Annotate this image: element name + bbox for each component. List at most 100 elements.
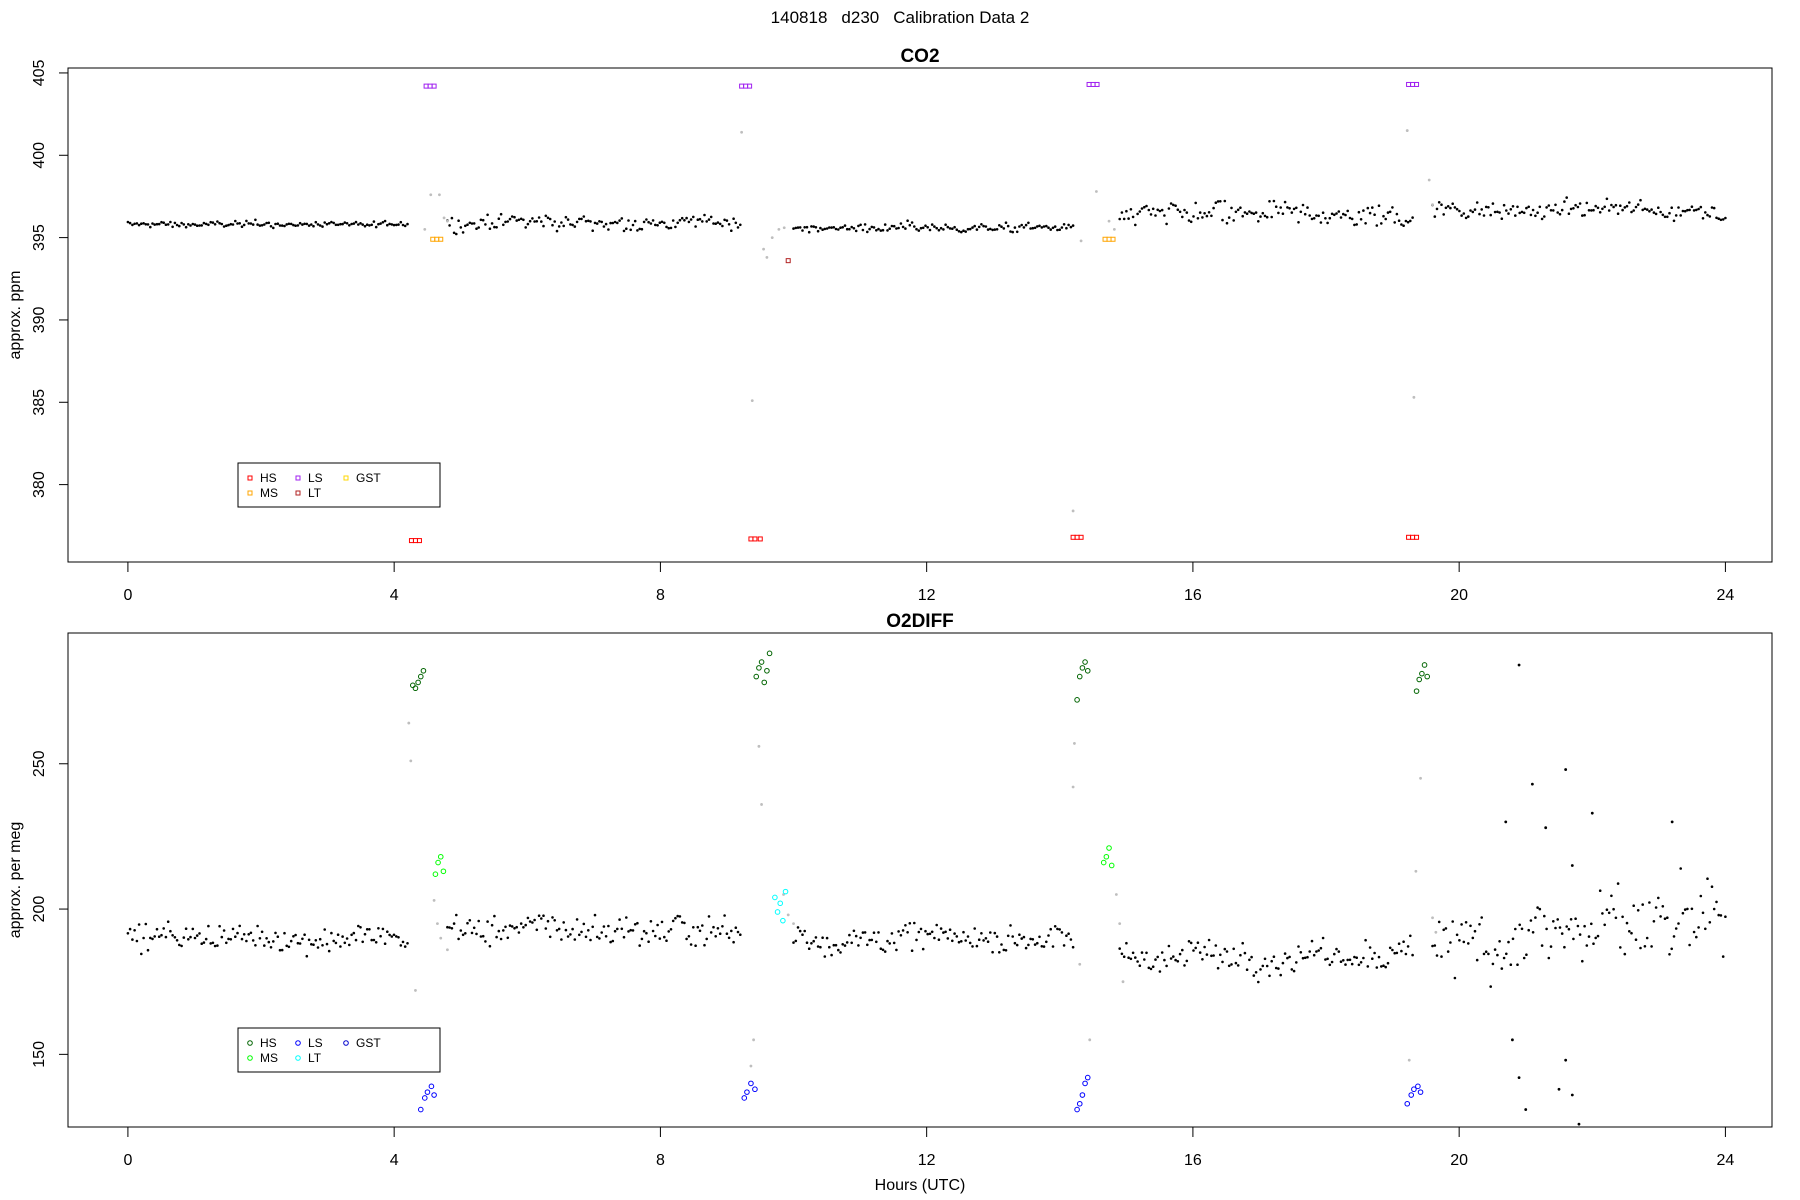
ambient-point xyxy=(1346,209,1349,213)
ambient-point xyxy=(149,936,152,940)
ambient-point xyxy=(557,927,561,931)
ambient-point xyxy=(312,224,315,228)
ambient-point xyxy=(1565,925,1568,928)
ambient-point xyxy=(957,230,961,233)
ambient-point xyxy=(1545,206,1548,209)
ambient-point xyxy=(256,924,259,928)
ambient-point xyxy=(365,928,369,931)
ambient-point xyxy=(1225,221,1229,225)
x-tick-label: 20 xyxy=(1450,587,1468,604)
ambient-point xyxy=(1518,211,1521,215)
legend-label-ls: LS xyxy=(308,1036,323,1050)
flagged-points xyxy=(407,721,1438,1068)
ambient-point xyxy=(794,939,798,943)
ambient-point xyxy=(1038,935,1041,939)
ambient-point xyxy=(982,224,985,228)
ambient-point xyxy=(1192,949,1195,952)
ambient-point xyxy=(1695,935,1698,939)
ambient-point xyxy=(1056,228,1059,232)
ambient-point xyxy=(222,225,226,228)
ambient-point xyxy=(1458,209,1461,213)
legend-marker-lt xyxy=(295,1055,301,1061)
ambient-point xyxy=(1442,928,1445,932)
legend-marker-lt xyxy=(295,490,301,496)
ambient-point xyxy=(924,224,927,227)
ambient-point xyxy=(265,937,268,940)
ambient-point xyxy=(211,941,215,945)
ambient-point xyxy=(1143,958,1146,961)
ambient-point xyxy=(1027,221,1030,225)
ambient-point xyxy=(323,221,327,224)
ambient-point xyxy=(1516,205,1519,209)
ambient-point xyxy=(1514,927,1517,931)
ambient-point xyxy=(1400,949,1403,953)
ambient-point xyxy=(1679,214,1682,217)
ambient-point xyxy=(1695,208,1698,212)
ambient-point xyxy=(660,920,664,924)
ambient-point xyxy=(1498,940,1501,943)
ambient-point xyxy=(696,218,700,221)
ambient-point xyxy=(1478,212,1481,216)
ambient-point xyxy=(607,924,610,928)
ambient-point xyxy=(1192,215,1195,218)
legend-marker-gst xyxy=(343,475,349,481)
ambient-point xyxy=(1263,214,1267,218)
ambient-point xyxy=(1581,214,1584,217)
ambient-point xyxy=(1134,956,1137,959)
ambient-point xyxy=(1201,216,1204,219)
ambient-point xyxy=(870,938,874,942)
ambient-point xyxy=(137,223,141,227)
point-hs xyxy=(1076,673,1083,680)
ambient-point xyxy=(1498,211,1501,214)
ambient-point xyxy=(1701,911,1705,915)
ambient-point xyxy=(1279,973,1282,977)
ambient-point xyxy=(1306,955,1309,959)
ambient-point xyxy=(718,932,722,935)
ambient-point xyxy=(575,220,579,224)
ambient-point xyxy=(515,219,518,222)
flagged-point xyxy=(1112,227,1116,231)
ambient-point xyxy=(734,221,738,225)
ambient-point xyxy=(289,939,293,943)
ambient-point xyxy=(1543,914,1546,918)
ambient-point xyxy=(966,227,970,231)
ambient-point xyxy=(656,923,659,927)
ambient-point xyxy=(269,225,273,228)
ambient-point xyxy=(1176,208,1180,211)
ambient-point xyxy=(636,229,639,232)
ambient-point xyxy=(906,219,909,222)
ambient-point xyxy=(341,935,344,938)
ambient-point xyxy=(1214,944,1218,947)
ambient-point xyxy=(386,223,389,227)
ambient-point xyxy=(839,951,842,954)
ambient-point xyxy=(1167,944,1171,948)
ambient-point xyxy=(819,945,822,949)
ambient-point xyxy=(193,223,197,226)
ambient-point xyxy=(727,936,731,940)
ambient-point xyxy=(1272,199,1276,203)
ambient-point xyxy=(1319,221,1323,224)
ambient-point xyxy=(1616,212,1620,215)
point-hs xyxy=(757,536,763,542)
ambient-point xyxy=(854,934,858,938)
ambient-point xyxy=(1585,201,1589,205)
ambient-point xyxy=(225,941,228,945)
ambient-point xyxy=(1710,885,1714,888)
ambient-point xyxy=(951,227,954,230)
ambient-point xyxy=(1062,223,1066,226)
ambient-point xyxy=(537,216,541,219)
ambient-point xyxy=(209,220,212,224)
ambient-point xyxy=(276,935,280,938)
ambient-point xyxy=(267,940,271,944)
ambient-point xyxy=(1176,960,1180,963)
ambient-point xyxy=(1721,955,1725,958)
point-ls xyxy=(1094,81,1100,87)
ambient-point xyxy=(732,217,735,220)
ambient-point xyxy=(1306,206,1309,209)
ambient-point xyxy=(1371,206,1374,209)
ambient-point xyxy=(960,230,963,234)
ambient-point xyxy=(452,231,456,235)
ambient-point xyxy=(1350,962,1354,966)
ambient-point xyxy=(1527,205,1530,209)
ambient-point xyxy=(598,220,601,223)
